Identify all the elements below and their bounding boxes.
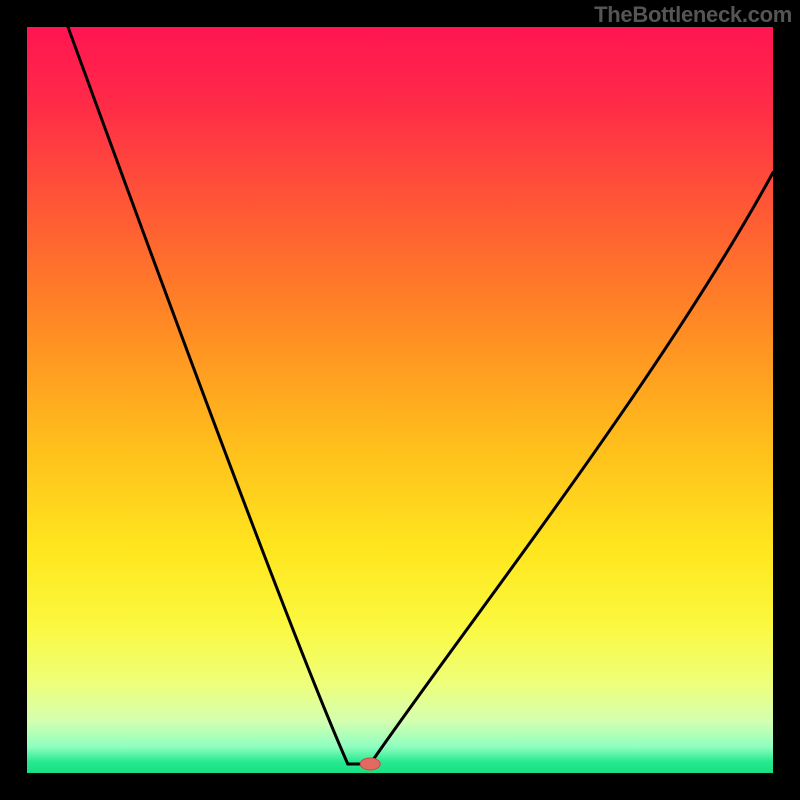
plot-gradient-background	[27, 27, 773, 773]
watermark-text: TheBottleneck.com	[594, 2, 792, 28]
bottleneck-chart	[0, 0, 800, 800]
optimum-marker	[360, 758, 380, 770]
